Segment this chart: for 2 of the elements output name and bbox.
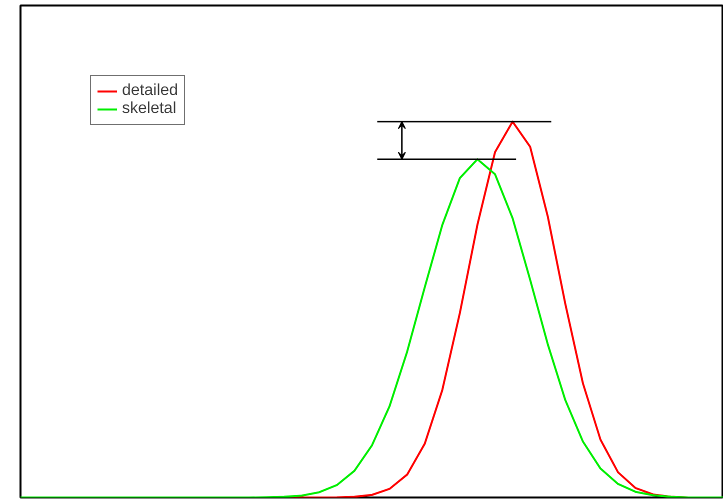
legend-label: skeletal: [122, 100, 176, 118]
legend-label: detailed: [122, 82, 178, 100]
